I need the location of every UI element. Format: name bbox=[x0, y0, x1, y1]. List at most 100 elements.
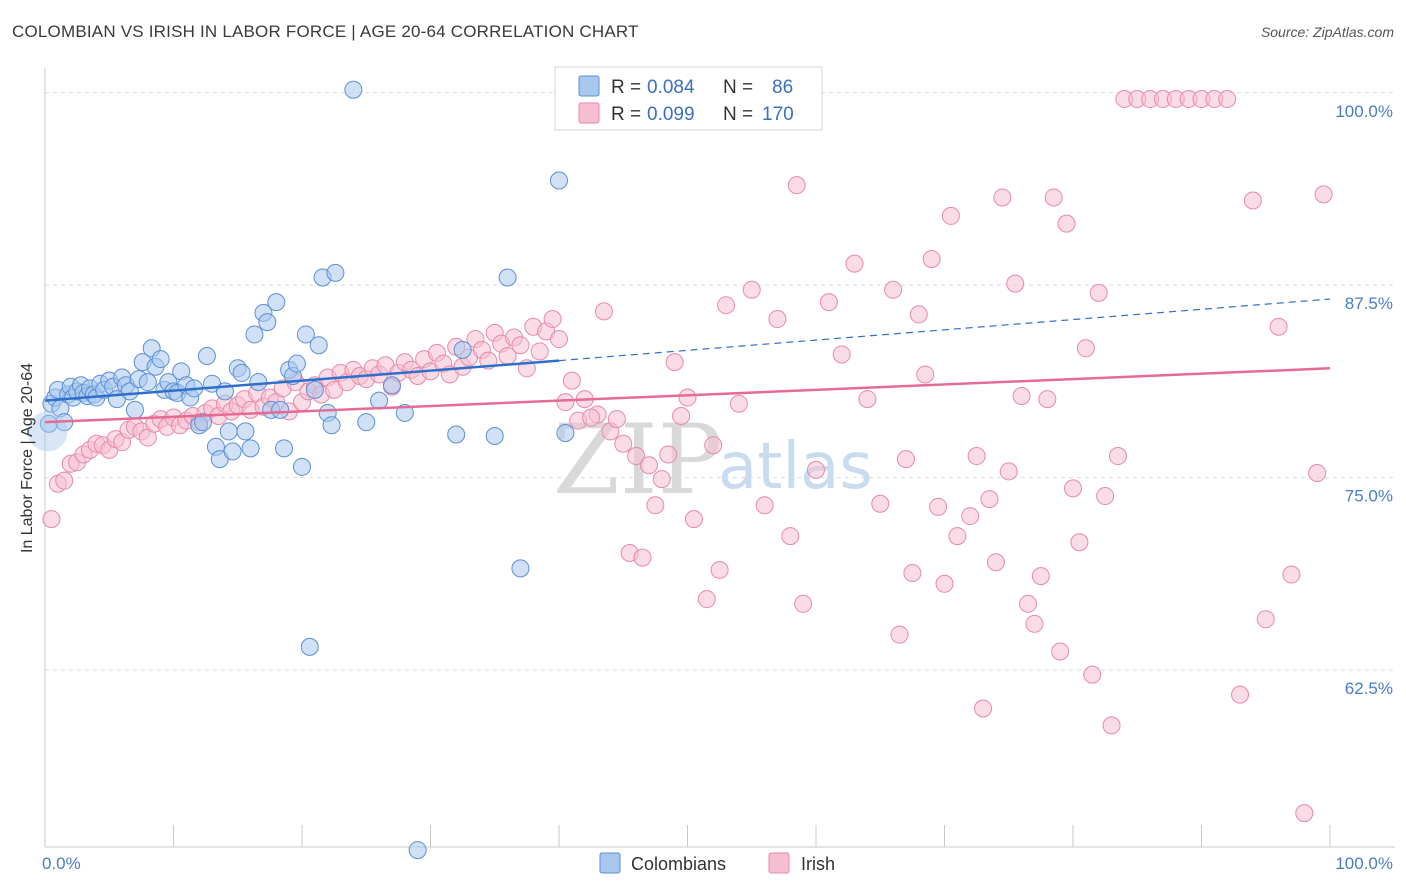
irish-point bbox=[1012, 387, 1031, 406]
irish-point bbox=[948, 527, 967, 546]
colombian-point bbox=[219, 422, 238, 441]
colombian-point bbox=[485, 427, 504, 446]
irish-point bbox=[594, 302, 613, 321]
irish-point bbox=[704, 436, 723, 455]
irish-trend-line bbox=[44, 367, 1331, 424]
irish-point bbox=[1256, 610, 1275, 629]
legend-n-value: 86 bbox=[772, 77, 793, 98]
irish-point bbox=[607, 410, 626, 429]
bottom-legend-colombians: Colombians bbox=[631, 854, 726, 874]
irish-point bbox=[684, 510, 703, 529]
irish-point bbox=[556, 393, 575, 412]
irish-point bbox=[697, 590, 716, 609]
source-credit: Source: ZipAtlas.com bbox=[1260, 24, 1394, 40]
gridlines bbox=[45, 92, 1395, 671]
irish-point bbox=[1218, 89, 1237, 108]
x-tick-label: 100.0% bbox=[1335, 854, 1393, 873]
colombian-point bbox=[236, 422, 255, 441]
legend-n-label: N = bbox=[723, 77, 753, 98]
legend-swatch-irish bbox=[578, 102, 600, 124]
colombian-point bbox=[197, 346, 216, 365]
irish-point bbox=[1038, 390, 1057, 409]
colombian-point bbox=[223, 442, 242, 461]
colombian-point bbox=[300, 637, 319, 656]
irish-point bbox=[1308, 463, 1327, 482]
irish-point bbox=[999, 462, 1018, 481]
irish-point bbox=[42, 510, 61, 529]
irish-point bbox=[755, 496, 774, 515]
legend-box: R = 0.084 N = 86 R = 0.099 N = 170 bbox=[554, 66, 823, 131]
irish-point bbox=[550, 330, 568, 349]
colombian-point bbox=[408, 841, 427, 860]
colombian-point bbox=[322, 416, 341, 435]
irish-point bbox=[845, 254, 864, 273]
colombian-point bbox=[194, 413, 213, 432]
colombian-points bbox=[27, 80, 594, 860]
colombian-point bbox=[395, 403, 414, 422]
irish-point bbox=[832, 345, 851, 364]
colombian-point bbox=[370, 391, 389, 410]
bottom-legend-swatch-colombians bbox=[599, 852, 621, 874]
irish-point bbox=[819, 293, 838, 312]
legend-r-value: 0.084 bbox=[647, 77, 695, 98]
y-tick-labels: 62.5% 75.0% 87.5% 100.0% bbox=[1335, 102, 1393, 698]
irish-point bbox=[717, 296, 736, 315]
irish-point bbox=[678, 388, 697, 407]
colombian-point bbox=[447, 425, 466, 444]
colombian-point bbox=[241, 439, 260, 458]
irish-point bbox=[1089, 283, 1108, 302]
colombian-point bbox=[357, 413, 376, 432]
colombian-point bbox=[556, 423, 575, 442]
irish-point bbox=[672, 407, 691, 426]
irish-point bbox=[1031, 567, 1050, 586]
irish-point bbox=[582, 408, 601, 427]
colombian-point bbox=[275, 439, 294, 458]
irish-point bbox=[787, 176, 806, 195]
colombian-point bbox=[305, 380, 324, 399]
irish-point bbox=[633, 548, 652, 567]
irish-point bbox=[652, 470, 671, 489]
irish-point bbox=[890, 625, 909, 644]
irish-point bbox=[710, 560, 729, 579]
irish-point bbox=[871, 494, 890, 513]
irish-point bbox=[974, 699, 993, 718]
irish-point bbox=[1057, 214, 1076, 233]
irish-point bbox=[1051, 642, 1070, 661]
irish-point bbox=[742, 280, 761, 299]
y-tick-label: 100.0% bbox=[1335, 102, 1393, 121]
colombians-trend-line bbox=[44, 359, 560, 402]
chart-title: COLOMBIAN VS IRISH IN LABOR FORCE | AGE … bbox=[12, 22, 639, 41]
colombian-point bbox=[151, 350, 170, 369]
irish-point bbox=[1295, 804, 1314, 823]
legend-n-label: N = bbox=[723, 104, 753, 125]
irish-point bbox=[614, 434, 633, 453]
colombian-point bbox=[267, 293, 286, 312]
bottom-legend-irish: Irish bbox=[801, 854, 835, 874]
irish-point bbox=[530, 342, 549, 361]
irish-point bbox=[543, 310, 562, 329]
irish-point bbox=[665, 353, 684, 372]
colombian-point bbox=[309, 336, 328, 355]
irish-point bbox=[980, 490, 999, 509]
irish-point bbox=[1108, 447, 1127, 466]
bottom-legend-swatch-irish bbox=[768, 852, 790, 874]
irish-point bbox=[967, 447, 986, 466]
irish-point bbox=[1314, 185, 1333, 204]
irish-point bbox=[1006, 274, 1025, 293]
legend-swatch-colombians bbox=[578, 75, 600, 97]
irish-point bbox=[941, 206, 960, 225]
colombian-point bbox=[498, 268, 517, 287]
colombian-point bbox=[232, 363, 251, 382]
colombian-point bbox=[138, 373, 157, 392]
irish-point bbox=[646, 496, 665, 515]
irish-point bbox=[1044, 188, 1063, 207]
legend-r-label: R = bbox=[611, 77, 641, 98]
irish-point bbox=[55, 471, 74, 490]
x-tick-labels: 0.0% 100.0% bbox=[42, 854, 1393, 873]
colombian-point bbox=[245, 325, 264, 344]
x-tick-label: 0.0% bbox=[42, 854, 81, 873]
irish-point bbox=[1070, 533, 1089, 552]
irish-point bbox=[896, 450, 915, 469]
watermark-atlas: atlas bbox=[718, 430, 873, 504]
irish-point bbox=[922, 250, 941, 269]
